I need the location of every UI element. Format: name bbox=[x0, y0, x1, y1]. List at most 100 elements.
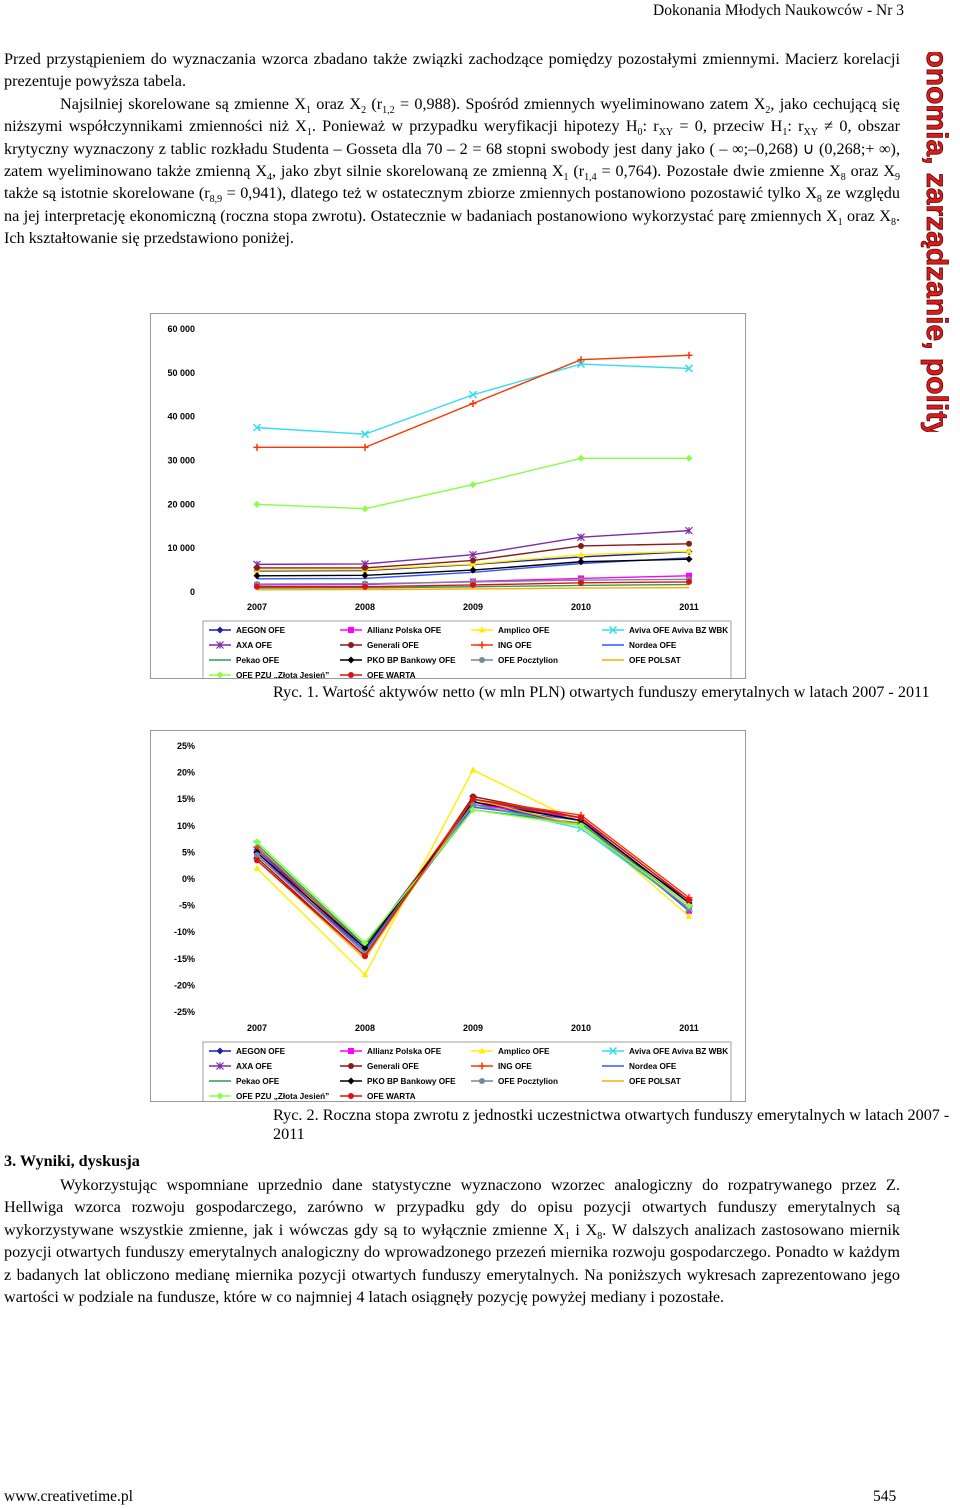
page-number: 545 bbox=[873, 1488, 897, 1505]
series-line bbox=[256, 798, 690, 952]
data-point bbox=[470, 581, 476, 588]
legend-label: OFE PZU „Złota Jesień” bbox=[236, 1092, 329, 1101]
legend-label: OFE Pocztylion bbox=[498, 656, 558, 665]
series-line bbox=[256, 801, 690, 950]
legend-swatch-marker bbox=[479, 657, 485, 663]
legend-label: ING OFE bbox=[498, 641, 532, 650]
legend-label: Pekao OFE bbox=[236, 656, 280, 665]
side-banner-logo: Ekonomia, zarządzanie, polityka bbox=[912, 52, 958, 432]
legend-label: OFE WARTA bbox=[367, 671, 416, 678]
data-point bbox=[685, 526, 693, 535]
y-tick-label: 25% bbox=[177, 741, 195, 751]
data-point-b bbox=[252, 423, 262, 432]
legend-label: PKO BP Bankowy OFE bbox=[367, 656, 456, 665]
y-tick-label: 15% bbox=[177, 794, 195, 804]
data-point bbox=[469, 481, 477, 489]
data-point bbox=[686, 540, 692, 547]
data-point bbox=[576, 360, 586, 369]
legend-swatch-marker bbox=[478, 1047, 486, 1054]
legend-swatch-marker bbox=[348, 1093, 354, 1099]
data-point bbox=[577, 558, 585, 566]
series-line bbox=[256, 801, 690, 947]
series-line bbox=[256, 803, 690, 955]
figure-1-caption: Ryc. 1. Wartość aktywów netto (w mln PLN… bbox=[273, 683, 930, 701]
series-line bbox=[256, 809, 690, 944]
legend-label: OFE PZU „Złota Jesień” bbox=[236, 671, 329, 678]
data-point-b bbox=[360, 430, 370, 439]
y-tick-label: -10% bbox=[174, 927, 195, 937]
y-tick-label: 0 bbox=[190, 587, 195, 597]
data-point bbox=[577, 454, 585, 462]
data-point-b bbox=[468, 390, 478, 399]
legend-swatch-marker bbox=[348, 672, 354, 678]
legend-label: Aviva OFE Aviva BZ WBK bbox=[629, 626, 728, 635]
series-line bbox=[256, 363, 690, 435]
legend-label: Nordea OFE bbox=[629, 1062, 677, 1071]
legend-label: Allianz Polska OFE bbox=[367, 1047, 442, 1056]
data-point bbox=[469, 400, 477, 408]
legend-frame bbox=[202, 1041, 732, 1101]
data-point bbox=[361, 944, 369, 952]
x-tick-label: 2007 bbox=[247, 602, 267, 612]
y-tick-label: 20% bbox=[177, 768, 195, 778]
chart-return-rate: 25% 20% 15% 10% 5% 0% -5% -10% -15% -20% -25% 2007 2… bbox=[150, 730, 746, 1102]
legend-label: AEGON OFE bbox=[236, 626, 286, 635]
data-point bbox=[362, 564, 368, 571]
data-point bbox=[578, 579, 584, 586]
data-point bbox=[254, 857, 260, 864]
data-point bbox=[469, 566, 477, 574]
data-point bbox=[686, 572, 692, 579]
data-point bbox=[470, 796, 476, 803]
data-point bbox=[578, 542, 584, 549]
legend-label: AXA OFE bbox=[236, 641, 273, 650]
legend-label: PKO BP Bankowy OFE bbox=[367, 1077, 456, 1086]
legend-label: Generali OFE bbox=[367, 641, 419, 650]
legend-swatch-marker bbox=[216, 1047, 224, 1055]
data-point bbox=[685, 547, 693, 554]
legend-swatch-marker bbox=[216, 671, 224, 678]
y-tick-label: 30 000 bbox=[167, 456, 195, 466]
legend-label: AEGON OFE bbox=[236, 1047, 286, 1056]
data-point bbox=[469, 766, 477, 773]
legend-swatch-marker-b bbox=[608, 1046, 618, 1056]
data-point-b bbox=[576, 360, 586, 369]
x-tick-label: 2010 bbox=[571, 602, 591, 612]
legend-swatch-marker bbox=[347, 1077, 355, 1085]
y-tick-label: -15% bbox=[174, 954, 195, 964]
paragraph-correlation: Przed przystąpieniem do wyznaczania wzor… bbox=[4, 48, 900, 250]
legend-label: AXA OFE bbox=[236, 1062, 273, 1071]
data-point bbox=[252, 423, 262, 432]
y-tick-label: 20 000 bbox=[167, 499, 195, 509]
data-point bbox=[362, 583, 368, 590]
data-point bbox=[577, 533, 585, 542]
data-point bbox=[253, 572, 261, 580]
journal-header: Dokonania Młodych Naukowców - Nr 3 bbox=[653, 2, 904, 19]
legend-label: Pekao OFE bbox=[236, 1077, 280, 1086]
legend-swatch-marker bbox=[608, 625, 618, 635]
series-line bbox=[256, 798, 690, 960]
critical-interval-formula: ( – ∞;–0,268) ∪ (0,268;+ ∞) bbox=[709, 139, 896, 158]
data-point bbox=[686, 897, 692, 904]
y-tick-label: -5% bbox=[179, 901, 195, 911]
series-line bbox=[256, 806, 690, 952]
y-tick-label: 5% bbox=[182, 847, 195, 857]
legend-swatch-marker bbox=[216, 1092, 224, 1100]
legend-label: OFE POLSAT bbox=[629, 1077, 681, 1086]
data-point bbox=[361, 505, 369, 513]
data-point bbox=[578, 814, 584, 821]
legend-swatch-marker bbox=[478, 641, 486, 649]
data-point-b bbox=[684, 364, 694, 373]
data-point bbox=[685, 555, 693, 563]
legend-swatch-marker bbox=[216, 626, 224, 634]
data-point bbox=[686, 578, 692, 585]
data-point bbox=[253, 443, 261, 451]
y-tick-label: 10% bbox=[177, 821, 195, 831]
data-point bbox=[253, 838, 261, 846]
legend-swatch-marker bbox=[608, 1046, 618, 1056]
legend-label: Amplico OFE bbox=[498, 626, 550, 635]
paragraph-text-1: Przed przystąpieniem do wyznaczania wzor… bbox=[4, 50, 900, 91]
data-point bbox=[470, 801, 476, 808]
y-tick-label: 10 000 bbox=[167, 543, 195, 553]
x-tick-label: 2010 bbox=[571, 1023, 591, 1033]
y-tick-label: 40 000 bbox=[167, 412, 195, 422]
